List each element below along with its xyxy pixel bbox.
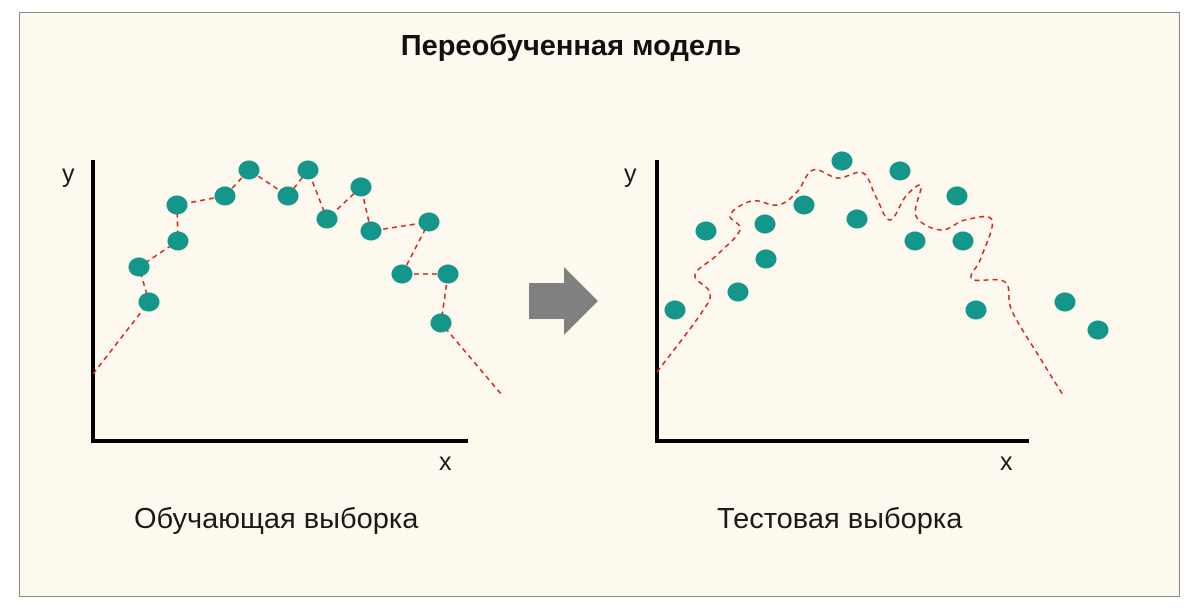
test-panel [655, 151, 1109, 443]
test-data-point [695, 221, 717, 241]
train-data-point [238, 160, 260, 180]
test-data-point [952, 231, 974, 251]
test-data-point [664, 300, 686, 320]
train-data-point [430, 313, 452, 333]
train-caption: Обучающая выборка [134, 503, 419, 535]
train-data-point [391, 264, 413, 284]
train-y-label: y [62, 160, 75, 188]
train-data-point [138, 292, 160, 312]
train-data-point [167, 231, 189, 251]
test-data-point [965, 300, 987, 320]
train-panel [91, 160, 503, 443]
train-fit-curve [92, 168, 503, 396]
train-data-point [166, 195, 188, 215]
test-data-point [754, 214, 776, 234]
test-data-point [904, 231, 926, 251]
test-data-points [664, 151, 1109, 340]
test-data-point [831, 151, 853, 171]
test-data-point [755, 249, 777, 269]
test-data-point [946, 186, 968, 206]
test-data-point [1087, 320, 1109, 340]
test-x-label: x [1000, 448, 1013, 476]
train-data-point [360, 221, 382, 241]
train-data-point [128, 257, 150, 277]
train-data-point [316, 209, 338, 229]
train-data-point [350, 177, 372, 197]
train-data-point [214, 186, 236, 206]
train-data-point [297, 160, 319, 180]
test-data-point [846, 209, 868, 229]
diagram-frame [19, 12, 1180, 597]
test-caption: Тестовая выборка [717, 503, 963, 535]
train-data-points [128, 160, 459, 333]
arrow-right-icon [529, 267, 598, 335]
test-y-label: y [624, 160, 637, 188]
train-data-point [437, 264, 459, 284]
test-data-point [889, 161, 911, 181]
test-data-point [727, 282, 749, 302]
test-fit-curve [656, 168, 1064, 396]
test-data-point [793, 195, 815, 215]
page-title: Переобученная модель [400, 30, 742, 62]
test-curve-path [656, 168, 1064, 396]
train-data-point [418, 212, 440, 232]
train-curve-path [92, 168, 503, 396]
train-x-label: x [439, 448, 452, 476]
train-data-point [277, 186, 299, 206]
test-data-point [1054, 292, 1076, 312]
